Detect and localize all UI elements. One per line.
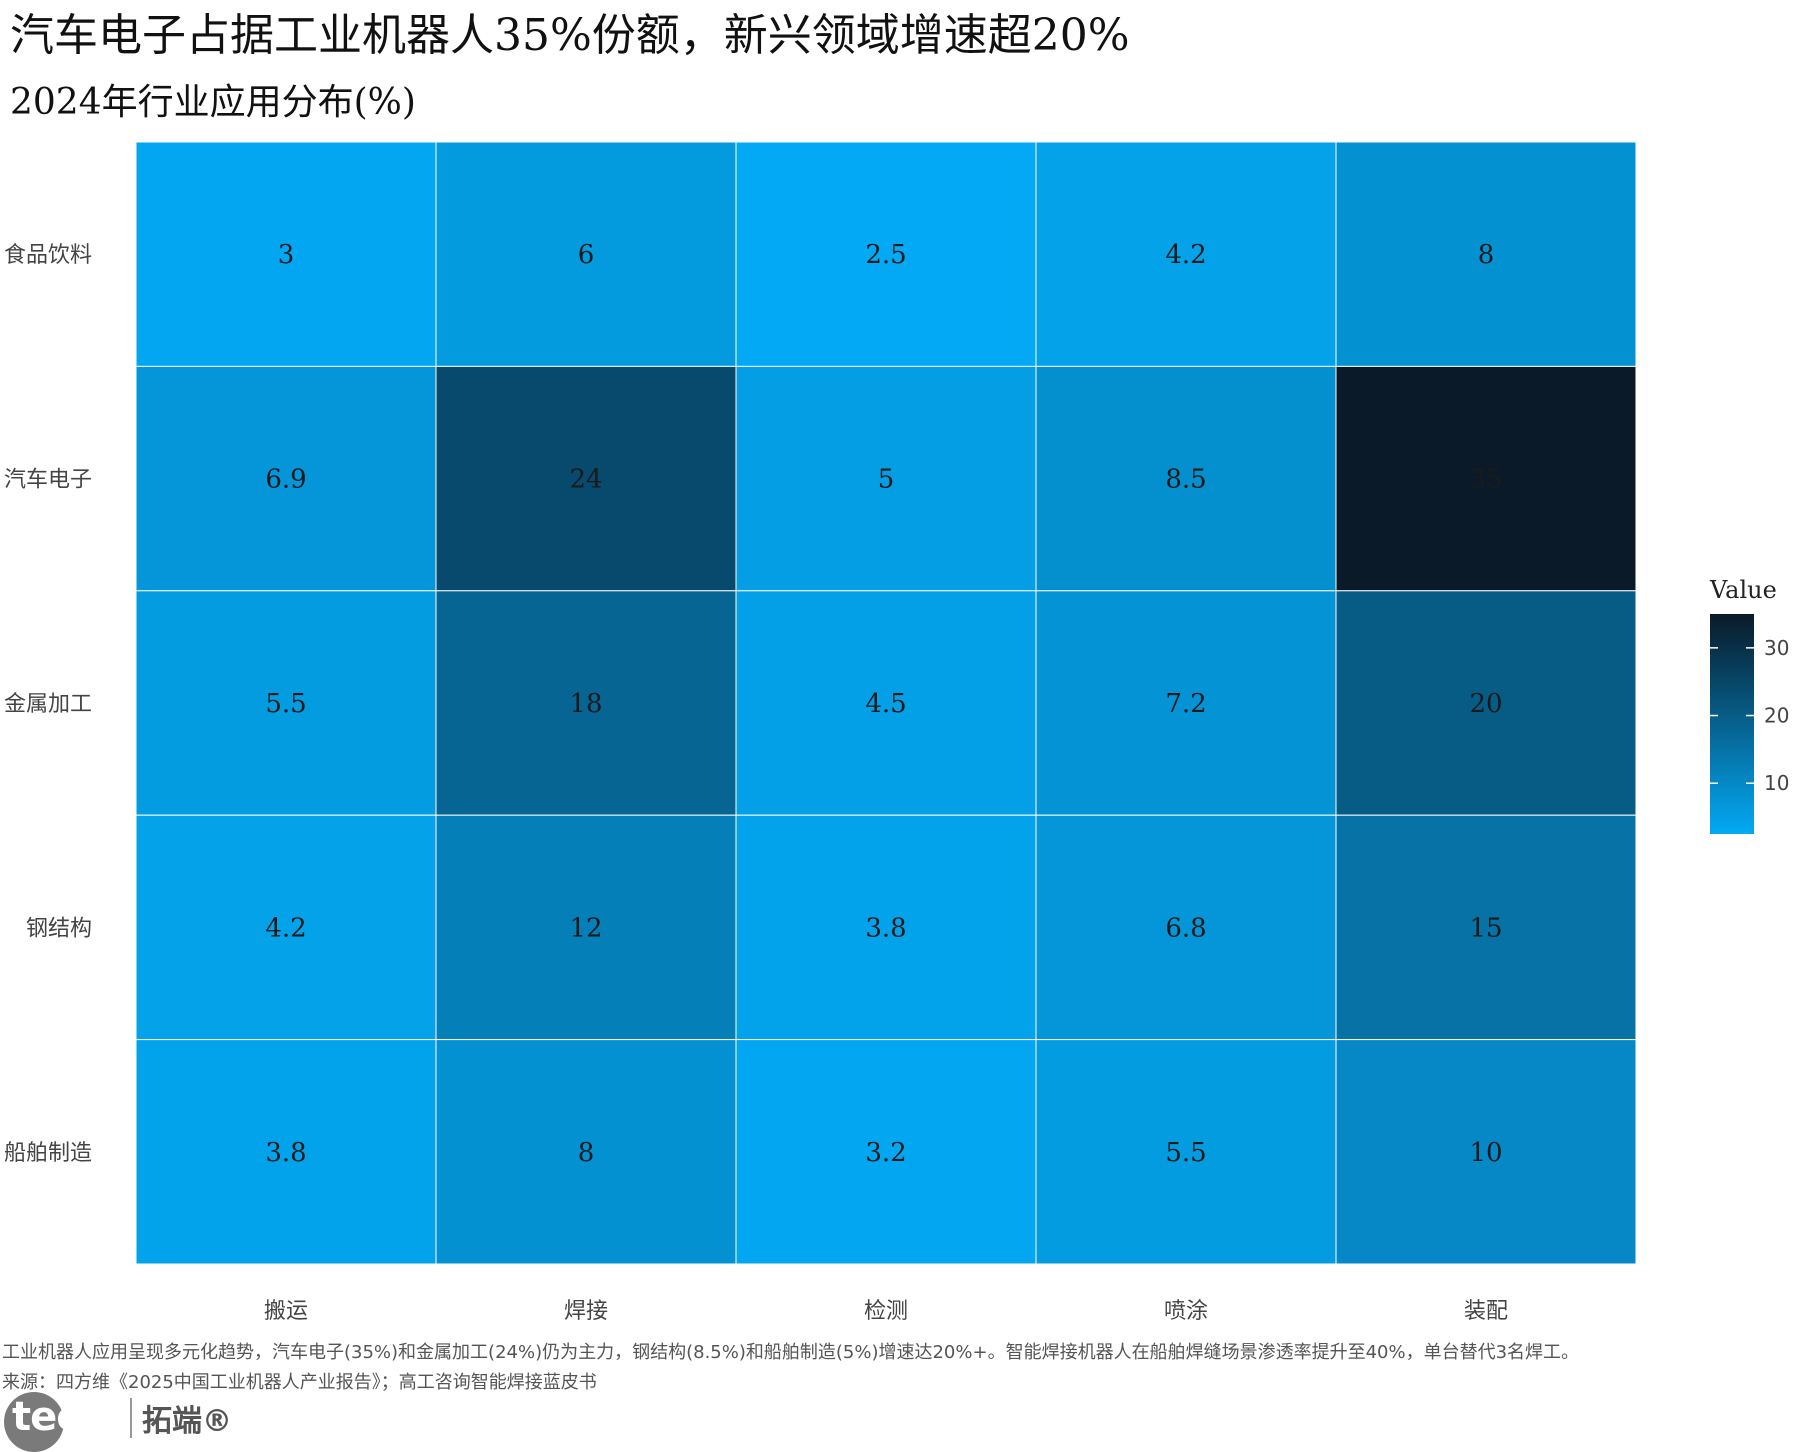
- logo-divider: [130, 1398, 132, 1438]
- cell-value-label: 18: [569, 689, 602, 719]
- cell-value-label: 7.2: [1165, 689, 1206, 719]
- caption-source: 来源：四方维《2025中国工业机器人产业报告》；高工咨询智能焊接蓝皮书: [2, 1368, 597, 1394]
- heatmap-chart: 3 6 2.5 4.2 8 6.9 24 5 8.5 35 5.5 18 4.5 7.2 20 4.2 12 3.…: [0, 0, 1800, 1330]
- cell-value-label: 5.5: [265, 689, 306, 719]
- cell-value-label: 5.5: [1165, 1138, 1206, 1168]
- cell-value-label: 35: [1469, 465, 1502, 495]
- brand-logo: tecdat 拓端®: [4, 1392, 244, 1442]
- cell-value-label: 6: [578, 240, 595, 270]
- cell-value-label: 3: [278, 240, 295, 270]
- x-tick-label: 喷涂: [1164, 1299, 1208, 1324]
- cell-value-label: 2.5: [865, 240, 906, 270]
- cell-value-label: 5: [878, 465, 895, 495]
- y-tick-label: 船舶制造: [4, 1141, 92, 1166]
- x-tick-label: 搬运: [264, 1299, 308, 1324]
- cell-value-label: 8.5: [1165, 465, 1206, 495]
- y-tick-label: 钢结构: [26, 916, 92, 941]
- legend-tick-label: 20: [1764, 704, 1789, 728]
- cell-value-label: 8: [1478, 240, 1495, 270]
- cell-value-label: 15: [1469, 913, 1502, 943]
- caption-summary: 工业机器人应用呈现多元化趋势，汽车电子(35%)和金属加工(24%)仍为主力，钢…: [2, 1338, 1579, 1364]
- legend-tick-label: 10: [1764, 771, 1789, 795]
- cell-value-label: 4.2: [1165, 240, 1206, 270]
- cell-value-label: 24: [569, 465, 602, 495]
- cell-value-label: 6.8: [1165, 913, 1206, 943]
- legend-title: Value: [1709, 576, 1777, 604]
- cell-value-label: 4.2: [265, 913, 306, 943]
- logo-brand-cn: 拓端®: [142, 1396, 232, 1440]
- y-tick-label: 食品饮料: [4, 243, 92, 268]
- cell-value-label: 20: [1469, 689, 1502, 719]
- x-tick-label: 焊接: [564, 1299, 608, 1324]
- cell-value-label: 6.9: [265, 465, 306, 495]
- cell-value-label: 3.8: [865, 913, 906, 943]
- y-tick-label: 金属加工: [4, 692, 92, 717]
- cell-value-label: 12: [569, 913, 602, 943]
- cell-value-label: 10: [1469, 1138, 1502, 1168]
- cell-value-label: 4.5: [865, 689, 906, 719]
- x-tick-label: 检测: [864, 1299, 908, 1324]
- legend-colorbar: [1710, 614, 1754, 834]
- x-tick-label: 装配: [1464, 1299, 1508, 1324]
- y-tick-label: 汽车电子: [4, 468, 92, 493]
- cell-value-label: 8: [578, 1138, 595, 1168]
- cell-value-label: 3.8: [265, 1138, 306, 1168]
- legend-tick-label: 30: [1764, 636, 1789, 660]
- cell-value-label: 3.2: [865, 1138, 906, 1168]
